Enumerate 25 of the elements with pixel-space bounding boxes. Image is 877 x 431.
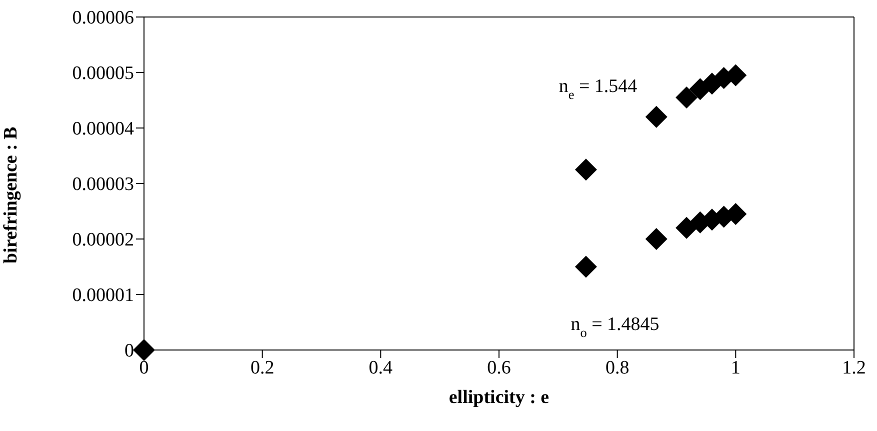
point	[676, 216, 698, 239]
annotation: n$_{o}$ = 1.4845	[570, 314, 660, 340]
y-axis-title: birefringence : B	[0, 126, 22, 264]
y-tick-label: 0.00002	[72, 230, 134, 251]
point	[133, 339, 155, 361]
y-tick-label: 0	[124, 340, 134, 362]
x-tick-label: 1	[730, 357, 740, 378]
y-tick-label: 0.00004	[72, 118, 134, 140]
x-tick-label: 0.4	[368, 357, 394, 378]
point	[676, 86, 698, 108]
x-tick-label: 0.8	[605, 357, 630, 378]
x-tick-label: 1.2	[842, 357, 866, 378]
x-tick-label: 0.6	[487, 357, 511, 378]
y-tick-label: 0.00001	[72, 285, 134, 306]
x-tick-label: 0.2	[250, 357, 274, 378]
y-tick-label: 0.00006	[72, 8, 134, 29]
point	[645, 106, 668, 128]
point	[645, 228, 668, 250]
point	[574, 256, 597, 278]
annotation: n$_{e}$ = 1.544	[558, 76, 638, 102]
point	[574, 158, 597, 181]
y-tick-label: 0.00003	[72, 174, 134, 196]
y-tick-label: 0.00005	[72, 63, 134, 84]
x-tick-label: 0	[139, 357, 149, 378]
x-axis-title: ellipticity : e	[448, 387, 550, 408]
